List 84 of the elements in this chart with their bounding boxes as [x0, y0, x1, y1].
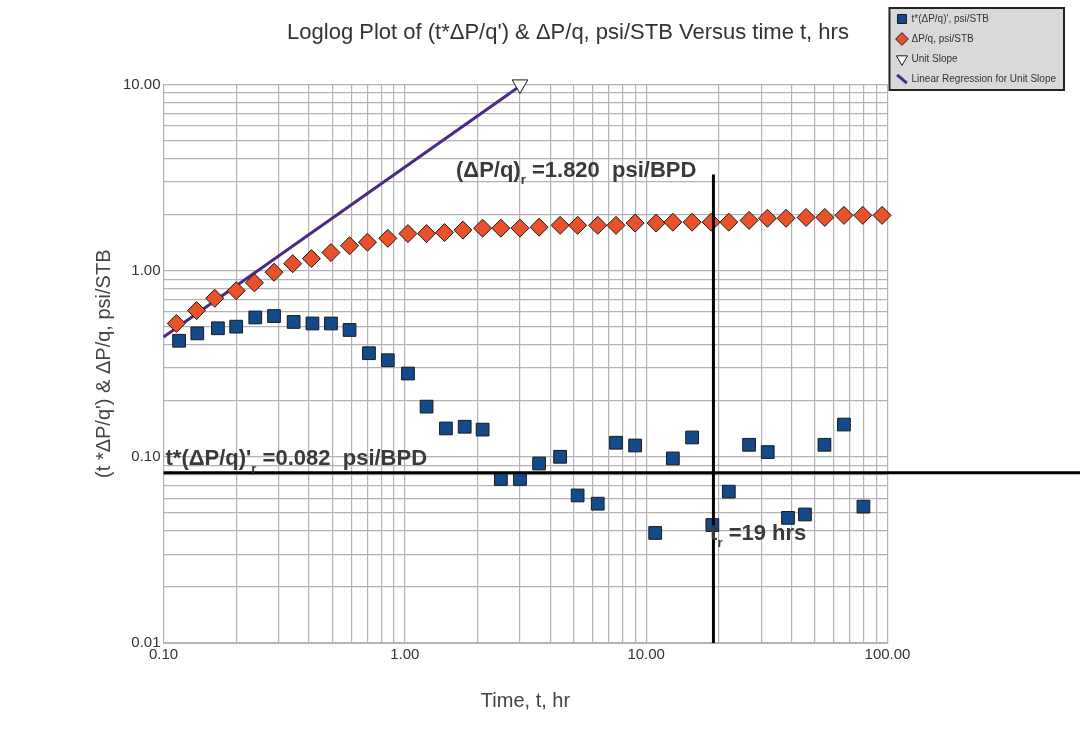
point	[682, 212, 702, 232]
y-tick-label: 10.00	[122, 74, 161, 92]
point	[324, 316, 338, 331]
point	[568, 215, 588, 235]
point	[267, 309, 281, 323]
x-tick-label: 100.00	[864, 645, 911, 663]
point	[244, 273, 264, 293]
y-tick-label: 0.10	[131, 446, 161, 464]
point	[625, 213, 645, 233]
point	[510, 218, 530, 238]
point	[609, 435, 623, 450]
point	[719, 212, 739, 232]
point	[781, 510, 795, 525]
point	[570, 488, 585, 503]
point	[378, 228, 398, 248]
point	[357, 232, 377, 252]
point	[226, 281, 246, 301]
point	[305, 316, 320, 331]
point	[760, 445, 775, 459]
point	[757, 208, 777, 228]
point	[187, 301, 207, 321]
point	[229, 319, 244, 334]
x-axis-title: Time, t, hr	[480, 688, 571, 711]
point	[475, 422, 490, 437]
point	[435, 223, 455, 243]
point	[815, 207, 835, 227]
point	[380, 353, 395, 368]
point	[453, 220, 473, 240]
point	[663, 212, 683, 232]
legend-label: ΔP/q, psi/STB	[911, 32, 975, 44]
point	[532, 456, 546, 471]
point	[721, 484, 736, 499]
point	[439, 421, 453, 436]
point	[401, 366, 415, 381]
point	[283, 254, 303, 274]
point	[856, 499, 871, 514]
point	[590, 496, 605, 511]
point	[648, 526, 663, 540]
point	[817, 437, 832, 452]
point	[776, 208, 796, 228]
legend-label: Unit Slope	[911, 52, 959, 64]
y-axis-title: (t *ΔP/q') & ΔP/q, psi/STB	[91, 249, 114, 478]
point	[491, 218, 511, 238]
point	[286, 315, 301, 329]
point	[301, 249, 321, 269]
point	[513, 472, 527, 486]
point	[362, 346, 376, 361]
legend-label: t*(ΔP/q)', psi/STB	[911, 12, 990, 24]
point	[553, 449, 567, 464]
point	[342, 323, 357, 337]
point	[837, 417, 851, 432]
point	[321, 243, 341, 263]
point	[798, 507, 812, 522]
point	[685, 430, 699, 445]
point	[628, 438, 642, 453]
point	[494, 472, 508, 486]
point	[190, 326, 205, 341]
point	[340, 236, 360, 256]
point	[264, 262, 284, 282]
point	[606, 215, 626, 235]
point	[172, 333, 186, 348]
point	[211, 321, 225, 336]
point	[419, 399, 434, 414]
point	[417, 224, 437, 244]
point	[853, 205, 873, 225]
point	[248, 310, 263, 325]
point	[665, 451, 680, 466]
point	[473, 218, 493, 238]
y-tick-label: 1.00	[131, 260, 161, 278]
point	[834, 205, 854, 225]
x-tick-label: 1.00	[390, 645, 420, 663]
chart-title: Loglog Plot of (t*ΔP/q') & ΔP/q, psi/STB Versus time t, hrs	[287, 19, 849, 45]
point	[205, 288, 225, 308]
point	[796, 207, 816, 227]
legend-label: Linear Regression for Unit Slope	[911, 72, 1057, 84]
point	[550, 215, 570, 235]
point	[872, 205, 892, 225]
point	[457, 419, 472, 434]
point	[398, 224, 418, 244]
point	[588, 215, 608, 235]
point	[742, 437, 756, 452]
point	[739, 210, 759, 230]
x-tick-label: 10.00	[627, 645, 665, 663]
point	[529, 217, 549, 237]
